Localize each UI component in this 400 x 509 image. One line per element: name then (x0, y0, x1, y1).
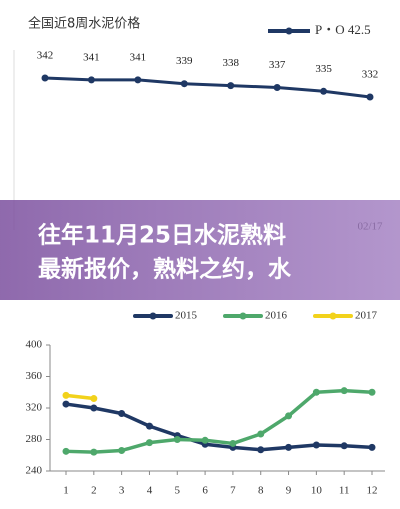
y-tick-label: 280 (26, 433, 43, 445)
point (201, 436, 209, 444)
point (87, 76, 95, 84)
point (229, 439, 237, 447)
banner-line: 往年11月25日水泥熟料 (38, 222, 286, 249)
data-label: 338 (222, 57, 239, 69)
point (134, 76, 142, 84)
chart-title: 全国近8周水泥价格 (28, 16, 140, 32)
point (227, 82, 235, 90)
x-tick-label: 6 (202, 485, 208, 497)
data-label: 335 (315, 63, 332, 75)
point (320, 87, 328, 95)
legend-marker (329, 312, 337, 320)
point (368, 443, 376, 451)
x-tick-label: 5 (175, 485, 181, 497)
x-tick-label: 3 (119, 485, 125, 497)
data-label: 339 (176, 55, 193, 67)
x-tick-label: 10 (311, 485, 323, 497)
point (340, 387, 348, 395)
point (41, 74, 49, 82)
point (368, 388, 376, 396)
point (257, 446, 265, 454)
data-label: 341 (130, 51, 147, 63)
legend-label: 2016 (265, 310, 288, 322)
legend-marker (149, 312, 157, 320)
x-tick-label: 9 (286, 485, 292, 497)
point (118, 410, 126, 418)
y-tick-label: 400 (26, 339, 43, 351)
line (65, 402, 373, 452)
legend-label: P・O 42.5 (315, 22, 371, 37)
point (62, 400, 70, 408)
x-tick-label: 7 (230, 485, 236, 497)
point (90, 395, 98, 403)
y-tick-label: 320 (26, 402, 43, 414)
data-label: 337 (269, 59, 286, 71)
point (145, 422, 153, 430)
point (173, 436, 181, 443)
point (257, 430, 265, 438)
line (65, 393, 95, 401)
legend-label: 2015 (175, 310, 198, 322)
data-label: 342 (37, 50, 54, 62)
point (312, 388, 320, 396)
point (312, 441, 320, 449)
point (366, 93, 374, 101)
line (65, 388, 373, 454)
chart-1: P・O 42.534234134133933833733533202/17 (13, 22, 383, 233)
point (180, 80, 188, 88)
point (145, 439, 153, 447)
point (90, 404, 98, 412)
x-tick-label: 4 (147, 485, 153, 497)
point (62, 391, 70, 399)
point (285, 412, 293, 420)
point (62, 447, 70, 455)
point (118, 447, 126, 455)
banner-line: 最新报价，熟料之约，水 (38, 256, 292, 283)
x-tick-label: 12 (367, 485, 378, 497)
point (273, 84, 281, 91)
x-tick-label: 2 (91, 485, 97, 497)
x-tick-label: 1 (63, 485, 69, 497)
x-tick-label: 8 (258, 485, 264, 497)
y-tick-label: 240 (26, 465, 43, 477)
x-tick-label: 11 (339, 485, 350, 497)
point (285, 443, 293, 451)
legend-marker (239, 312, 247, 320)
point (90, 448, 98, 456)
data-label: 341 (83, 51, 100, 63)
legend-marker (285, 27, 293, 35)
legend-label: 2017 (355, 310, 378, 322)
banner (0, 200, 400, 300)
y-tick-label: 360 (26, 370, 43, 382)
line (44, 76, 371, 99)
data-label: 332 (362, 69, 379, 81)
point (340, 442, 348, 450)
